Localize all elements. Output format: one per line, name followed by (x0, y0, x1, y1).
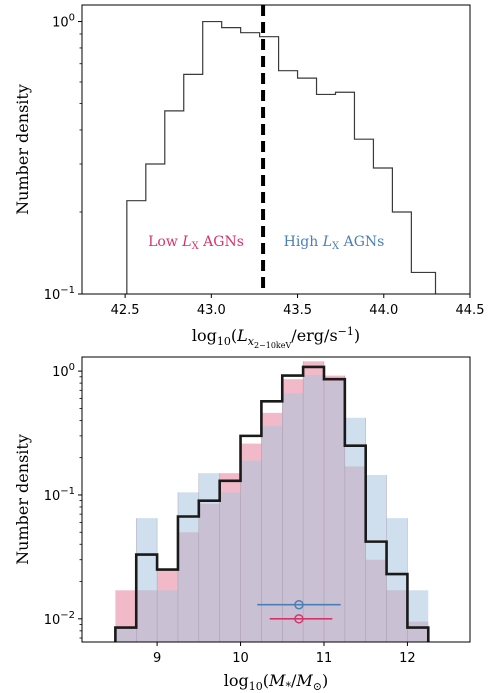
x-tick-label: 12 (399, 651, 416, 666)
pink-median-marker (294, 614, 304, 624)
blue-bar (198, 473, 220, 642)
y-axis-label: Number density (13, 84, 32, 215)
panel-luminosity-histogram: 42.5 43.0 43.5 44.0 44.5 10−1 100 Low LX AGNs Hi… (13, 4, 485, 350)
blue-bar (344, 417, 366, 642)
blue-bar (240, 460, 262, 642)
x-tick-label: 9 (153, 651, 161, 666)
blue-bar (365, 474, 387, 642)
axes-frame (81, 4, 471, 295)
blue-bar (303, 375, 324, 642)
blue-bar (323, 381, 345, 642)
x-tick-label: 44.0 (369, 303, 398, 318)
x-tick-label: 10 (232, 651, 249, 666)
blue-bar (157, 590, 178, 642)
blue-bar (115, 627, 137, 642)
blue-bar (177, 492, 199, 642)
y-tick-label: 10−1 (44, 285, 75, 303)
y-tick-label: 100 (52, 13, 75, 31)
blue-bar (386, 518, 408, 642)
blue-bar (219, 492, 241, 642)
x-tick-label: 43.0 (197, 303, 226, 318)
y-tick-label: 100 (52, 362, 75, 380)
panel-stellar-mass-histogram: 9 10 11 12 10−2 10−1 100 log10(M*/M⊙) Number den… (13, 356, 471, 693)
x-axis-label: log10(M*/M⊙) (224, 671, 328, 693)
blue-bar (136, 518, 158, 642)
blue-bar (407, 590, 429, 642)
y-tick-label: 10−2 (44, 610, 75, 628)
axes-frame (81, 356, 471, 643)
y-axis-label: Number density (13, 434, 32, 565)
x-tick-label: 44.5 (456, 303, 485, 318)
x-tick-label: 42.5 (111, 303, 140, 318)
y-tick-label: 10−1 (44, 486, 75, 504)
total-histogram-step (114, 365, 430, 642)
x-axis-label: log10(Lx2−10keV/erg/s−1) (192, 325, 360, 350)
blue-bar (261, 426, 283, 642)
x-tick-label: 43.5 (283, 303, 312, 318)
blue-median-marker (294, 599, 304, 610)
blue-bar (282, 393, 304, 642)
low-lx-agn-label: Low LX AGNs (148, 234, 244, 252)
high-lx-agn-label: High LX AGNs (284, 234, 385, 252)
luminosity-histogram-step (126, 20, 437, 294)
x-tick-label: 11 (316, 651, 333, 666)
